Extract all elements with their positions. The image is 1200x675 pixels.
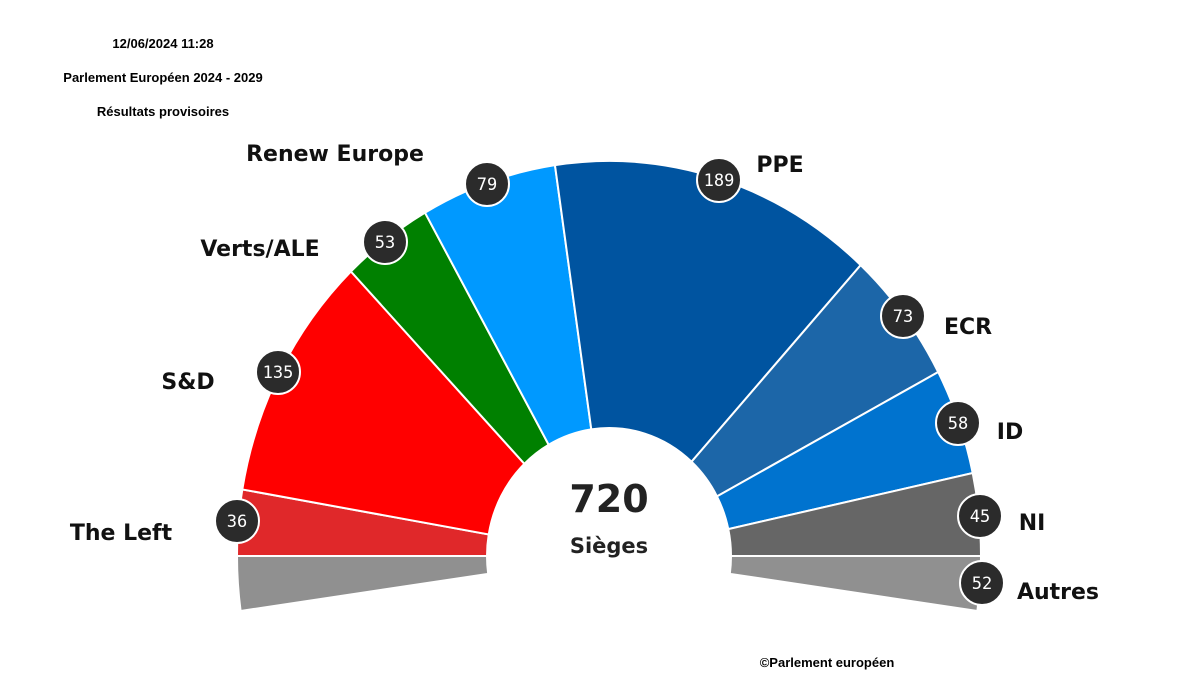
seat-count-ppe: 189 bbox=[704, 171, 735, 191]
seat-badge-id bbox=[935, 400, 981, 446]
seat-count-s-d: 135 bbox=[263, 363, 294, 383]
wedge-ppe bbox=[553, 160, 863, 464]
wedge-autres-left bbox=[235, 555, 490, 613]
total-seats-label: Sièges bbox=[570, 534, 648, 558]
group-label-renew-europe: Renew Europe bbox=[246, 142, 424, 167]
total-seats: 720 bbox=[569, 477, 648, 521]
group-label-ppe: PPE bbox=[756, 153, 803, 178]
header-subtitle: Résultats provisoires bbox=[96, 104, 230, 119]
seat-badge-s-d bbox=[255, 349, 301, 395]
group-label-ni: NI bbox=[1019, 511, 1046, 536]
group-label-the-left: The Left bbox=[70, 521, 173, 546]
seat-count-ecr: 73 bbox=[893, 307, 913, 327]
seat-badge-the-left bbox=[214, 498, 260, 544]
copyright: ©Parlement européen bbox=[759, 655, 895, 670]
wedge-autres-right bbox=[728, 555, 983, 613]
header-datetime: 12/06/2024 11:28 bbox=[112, 36, 214, 51]
header-title: Parlement Européen 2024 - 2029 bbox=[63, 70, 263, 85]
seat-count-the-left: 36 bbox=[227, 512, 247, 532]
group-label-ecr: ECR bbox=[944, 315, 992, 340]
seat-count-verts-ale: 53 bbox=[375, 233, 395, 253]
seat-count-renew-europe: 79 bbox=[477, 175, 497, 195]
wedge-s-d bbox=[241, 270, 526, 536]
seat-badge-ppe bbox=[696, 157, 742, 203]
seat-count-autres: 52 bbox=[972, 574, 992, 594]
seat-badge-ecr bbox=[880, 293, 926, 339]
group-label-id: ID bbox=[997, 420, 1023, 445]
group-label-verts-ale: Verts/ALE bbox=[200, 237, 319, 262]
group-label-s-d: S&D bbox=[161, 370, 214, 395]
seat-count-id: 58 bbox=[948, 414, 968, 434]
seat-badge-ni bbox=[957, 493, 1003, 539]
seat-badge-autres bbox=[959, 560, 1005, 606]
seat-count-ni: 45 bbox=[970, 507, 990, 527]
seat-badge-verts-ale bbox=[362, 219, 408, 265]
group-label-autres: Autres bbox=[1017, 580, 1099, 605]
seat-badge-renew-europe bbox=[464, 161, 510, 207]
